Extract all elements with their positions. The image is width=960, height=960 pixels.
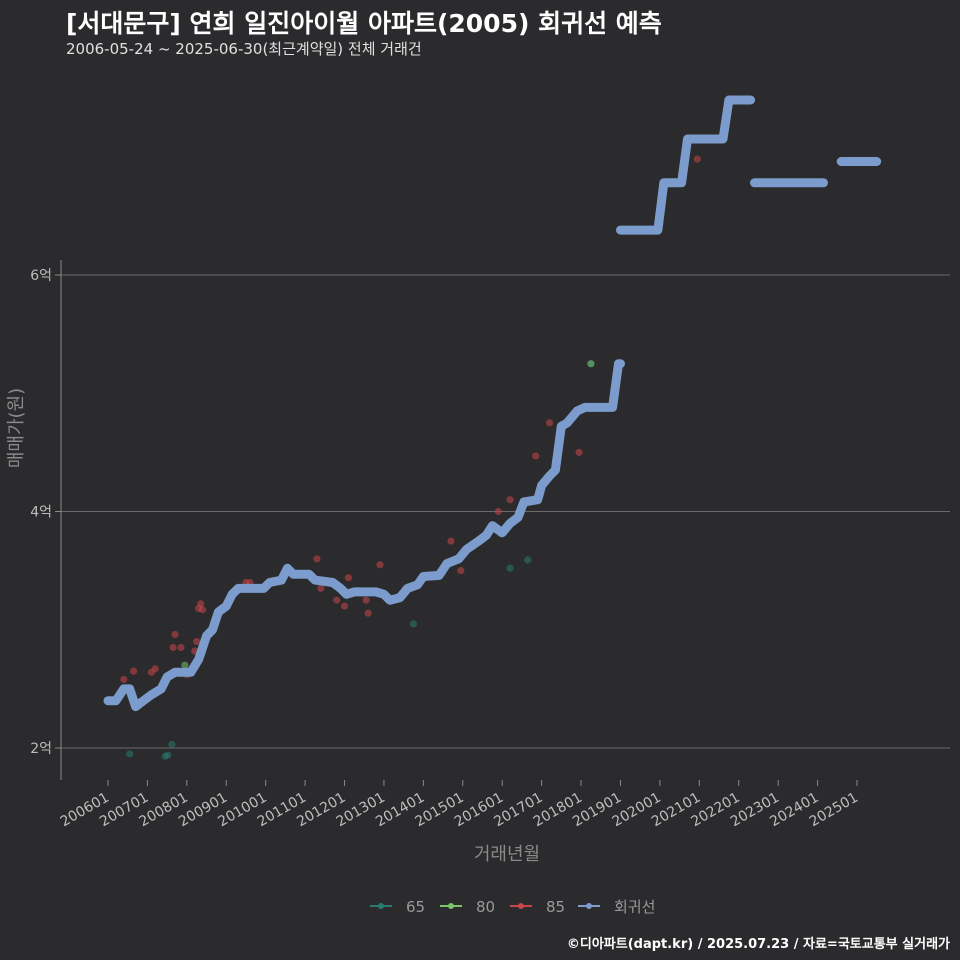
data-point-85 [120, 675, 128, 684]
data-point-85 [364, 609, 372, 617]
data-point-65 [409, 620, 418, 628]
legend-swatch-dot [586, 903, 592, 909]
regression-segment-2 [616, 95, 756, 235]
data-point-85 [362, 596, 370, 604]
data-point-85 [545, 419, 554, 427]
scatter-points [120, 95, 739, 760]
data-point-85 [447, 537, 455, 545]
data-point-85 [333, 596, 341, 604]
data-point-85 [532, 452, 540, 460]
data-point-85 [344, 574, 353, 582]
y-tick-label: 6억 [30, 268, 52, 284]
data-point-65 [164, 751, 172, 759]
data-point-80 [587, 360, 595, 368]
y-tick-label: 2억 [30, 741, 52, 757]
data-point-65 [168, 740, 176, 749]
data-point-85 [376, 561, 384, 569]
data-point-85 [313, 555, 321, 563]
data-point-65 [506, 564, 514, 572]
legend-label: 65 [406, 898, 425, 916]
legend-swatch-dot [518, 903, 524, 909]
data-point-85 [171, 630, 179, 639]
data-point-85 [169, 643, 177, 652]
legend-label: 회귀선 [614, 898, 655, 916]
data-point-85 [199, 606, 207, 614]
regression-line [103, 95, 882, 712]
legend-label: 80 [476, 898, 495, 916]
chart-title: [서대문구] 연희 일진아이월 아파트(2005) 회귀선 예측 [66, 9, 662, 38]
legend-swatch-dot [378, 903, 384, 909]
data-point-65 [126, 750, 134, 758]
data-point-85 [340, 602, 349, 610]
x-axis-title: 거래년월 [474, 844, 540, 865]
data-point-85 [317, 584, 325, 592]
data-point-85 [197, 600, 205, 608]
data-point-85 [506, 496, 514, 504]
data-point-85 [130, 667, 138, 675]
data-point-85 [457, 567, 465, 575]
data-point-85 [575, 448, 583, 456]
data-point-85 [693, 155, 701, 163]
data-point-80 [181, 661, 189, 669]
data-point-85 [193, 637, 201, 646]
x-axis-ticks: 2006012007012008012009012010012011012012… [58, 780, 861, 830]
y-axis-ticks: 2억 4억 6억 [30, 268, 61, 757]
y-tick-label: 4억 [30, 505, 52, 521]
chart-subtitle: 2006-05-24 ~ 2025-06-30(최근계약일) 전체 거래건 [66, 40, 422, 58]
legend-swatch-dot [448, 903, 454, 909]
grid-lines [61, 274, 950, 749]
chart-legend: 65 80 85 회귀선 [370, 898, 655, 916]
regression-segment-1 [103, 359, 625, 712]
data-point-85 [177, 643, 185, 652]
chart-caption: ©디아파트(dapt.kr) / 2025.07.23 / 자료=국토교통부 실… [566, 937, 950, 952]
data-point-85 [151, 665, 159, 673]
y-axis-title: 매매가(원) [6, 388, 27, 468]
data-point-85 [494, 507, 502, 516]
legend-label: 85 [546, 898, 565, 916]
data-point-65 [524, 556, 532, 564]
